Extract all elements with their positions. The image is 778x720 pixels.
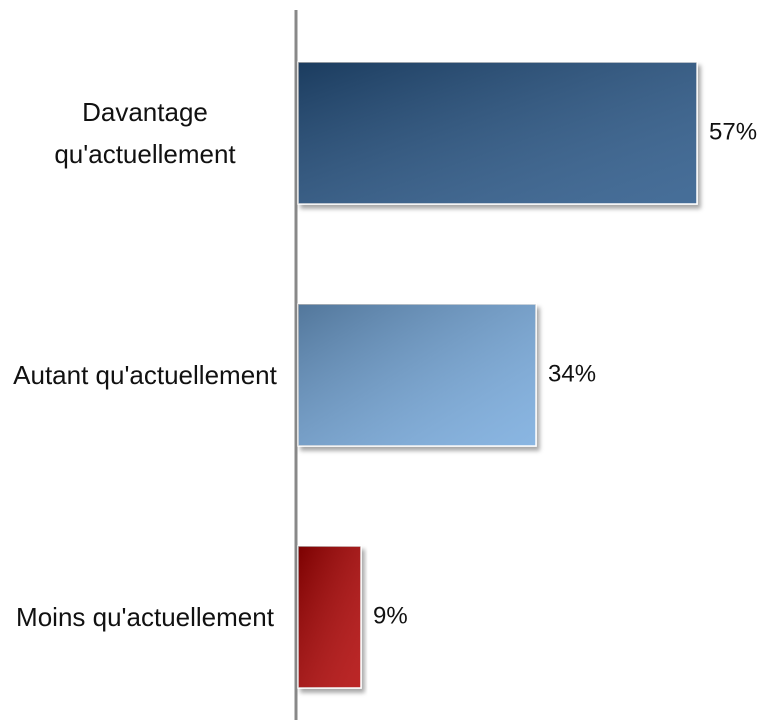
category-label: Moins qu'actuellement <box>16 602 274 632</box>
bar-shade <box>298 546 361 688</box>
category-label: Davantage qu'actuellement <box>54 97 236 169</box>
category-label: Autant qu'actuellement <box>13 360 277 390</box>
value-label: 57% <box>709 118 757 145</box>
bar-shade <box>298 62 697 204</box>
bar-shade <box>298 304 536 446</box>
value-label: 34% <box>548 360 596 387</box>
value-label: 9% <box>373 602 408 629</box>
